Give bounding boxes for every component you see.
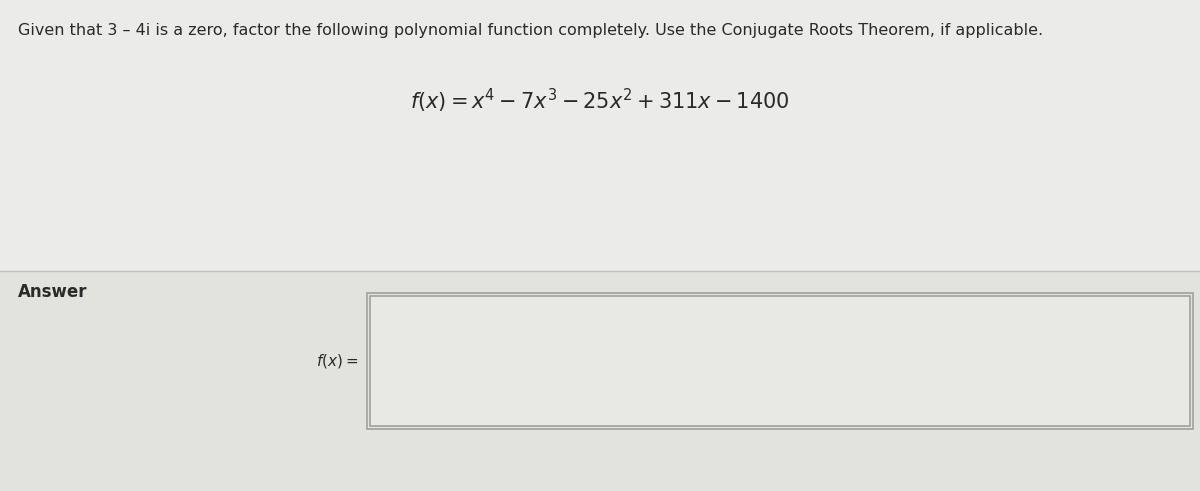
Text: Given that 3 – 4i is a zero, factor the following polynomial function completely: Given that 3 – 4i is a zero, factor the … bbox=[18, 23, 1043, 38]
Text: Answer: Answer bbox=[18, 283, 88, 301]
Bar bbox=[0, 0, 1200, 271]
Bar bbox=[370, 296, 1190, 426]
Text: $f(x) = x^4 - 7x^3 - 25x^2 + 311x - 1400$: $f(x) = x^4 - 7x^3 - 25x^2 + 311x - 1400… bbox=[410, 87, 790, 115]
Bar bbox=[367, 293, 1193, 429]
Text: $f(x) =$: $f(x) =$ bbox=[316, 352, 358, 370]
Bar bbox=[0, 271, 1200, 491]
